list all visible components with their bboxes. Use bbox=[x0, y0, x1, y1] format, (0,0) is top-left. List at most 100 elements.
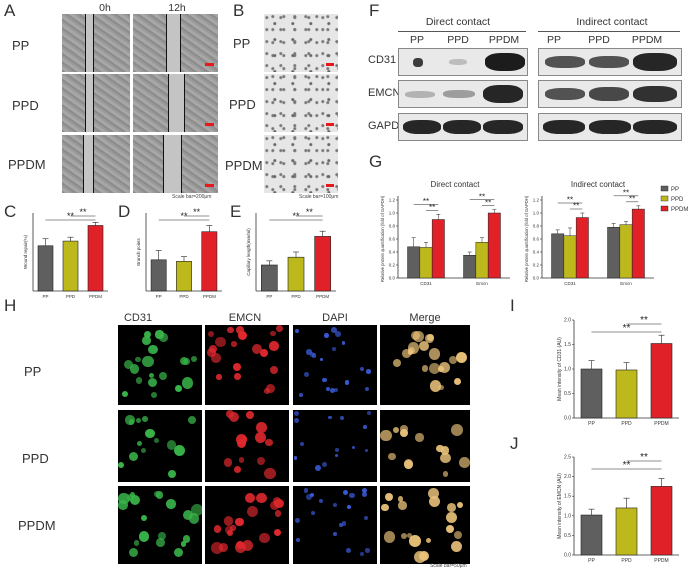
j-xtick-label: PPDM bbox=[654, 558, 668, 564]
g2-ytick-label: 1.2 bbox=[533, 198, 540, 203]
j-ytick-label: 0.5 bbox=[564, 533, 571, 539]
a-row-ppd: PPD bbox=[12, 98, 39, 113]
c-xtick-label: PPD bbox=[66, 294, 76, 299]
h-tile-ppdm-dapi bbox=[293, 486, 377, 564]
g2-xtick-label: CD31 bbox=[564, 281, 576, 286]
j-sig-label: ** bbox=[623, 460, 631, 471]
e-xtick-label: PPDM bbox=[316, 294, 329, 299]
b-image-ppd bbox=[264, 74, 338, 132]
j-ytick-label: 1.0 bbox=[564, 513, 571, 519]
panel-label-g: G bbox=[369, 152, 383, 171]
i-ytick-label: 2.0 bbox=[564, 318, 571, 324]
a-image-pp-12h bbox=[133, 14, 218, 72]
a-col-12h: 12h bbox=[168, 2, 186, 14]
b-image-ppdm bbox=[264, 135, 338, 193]
j-bar-ppdm bbox=[650, 486, 673, 556]
h-tile-pp-dapi bbox=[293, 325, 377, 405]
i-xtick-label: PP bbox=[588, 421, 595, 427]
g-legend-label-ppdm: PPDM bbox=[671, 207, 688, 213]
d-bar-ppd bbox=[176, 261, 192, 292]
g2-bar-emcn-ppdm bbox=[631, 208, 645, 279]
g2-ytick-label: 0.4 bbox=[533, 250, 540, 255]
h-tile-ppd-cd31 bbox=[118, 410, 202, 482]
panel-label-b: B bbox=[233, 1, 245, 20]
h-col-dapi: DAPI bbox=[322, 312, 348, 324]
g1-bar-emcn-ppd bbox=[475, 242, 489, 279]
h-tile-ppd-dapi bbox=[293, 410, 377, 482]
b-image-pp bbox=[264, 14, 338, 72]
f-blot-indirect-gapdh bbox=[538, 113, 682, 141]
panel-label-f: F bbox=[369, 1, 380, 20]
g1-ylabel: Relative protein quantification (fold of… bbox=[380, 195, 385, 282]
f-direct-title: Direct contact bbox=[425, 16, 491, 28]
panel-label-c: C bbox=[4, 202, 17, 221]
a-image-ppd-12h bbox=[133, 74, 218, 132]
g1-sig-label: ** bbox=[485, 198, 491, 207]
e-bar-ppd bbox=[287, 256, 305, 292]
d-ylabel: Branch points bbox=[136, 237, 141, 265]
j-bar-pp bbox=[580, 514, 603, 556]
g2-bar-emcn-pp bbox=[607, 227, 621, 279]
f-indirect-rule bbox=[538, 31, 680, 32]
f-indirect-title: Indirect contact bbox=[576, 16, 648, 28]
h-tile-ppdm-merge bbox=[380, 486, 470, 564]
e-ylabel: Capillary length(mm/ml) bbox=[246, 228, 251, 276]
g1-bar-cd31-ppd bbox=[419, 247, 433, 279]
g1-ytick-label: 1.2 bbox=[389, 198, 396, 203]
h-tile-pp-emcn bbox=[205, 325, 289, 405]
a-image-ppdm-0h bbox=[62, 135, 130, 193]
g1-bar-emcn-ppdm bbox=[487, 212, 501, 279]
a-image-ppd-0h bbox=[62, 74, 130, 132]
h-row-pp: PP bbox=[24, 364, 42, 379]
f-blot-direct-gapdh bbox=[398, 113, 528, 141]
g1-title: Direct contact bbox=[431, 180, 481, 189]
f-row-emcn: EMCN bbox=[368, 87, 401, 99]
g2-ytick-label: 0.0 bbox=[533, 276, 540, 281]
h-col-merge: Merge bbox=[409, 312, 441, 324]
j-ylabel: Mean intensity of EMCN (AU) bbox=[557, 473, 563, 539]
h-scale-text: Scale bar=50μm bbox=[430, 563, 467, 569]
h-row-ppd: PPD bbox=[22, 451, 49, 466]
j-ytick-label: 2.5 bbox=[564, 455, 571, 461]
g1-xtick-label: CD31 bbox=[420, 281, 432, 286]
i-xtick-label: PPD bbox=[621, 421, 632, 427]
a-scale-text: Scale bar=200μm bbox=[172, 194, 212, 200]
i-bar-ppdm bbox=[650, 343, 673, 419]
j-ytick-label: 0.0 bbox=[564, 553, 571, 559]
g-legend-label-ppd: PPD bbox=[671, 197, 684, 203]
e-sig-label: ** bbox=[306, 207, 314, 217]
g1-sig-label: ** bbox=[429, 203, 435, 212]
i-ytick-label: 1.5 bbox=[564, 342, 571, 348]
c-ylabel: Wound repair(%) bbox=[23, 235, 28, 269]
j-xtick-label: PPD bbox=[621, 558, 632, 564]
i-bar-ppd bbox=[615, 369, 638, 419]
j-sig-label: ** bbox=[640, 452, 648, 463]
j-xtick-label: PP bbox=[588, 558, 595, 564]
g2-sig-label: ** bbox=[623, 188, 629, 197]
e-bar-pp bbox=[261, 264, 278, 292]
j-ytick-label: 2.0 bbox=[564, 474, 571, 480]
c-bar-ppd bbox=[62, 240, 79, 292]
d-bar-ppdm bbox=[201, 231, 218, 292]
h-col-cd31: CD31 bbox=[123, 312, 153, 324]
i-ylabel: Mean intensity of CD31 (AU) bbox=[557, 337, 563, 401]
g2-ylabel: Relative protein quantification (fold of… bbox=[524, 195, 529, 282]
a-row-ppdm: PPDM bbox=[8, 157, 46, 172]
g2-xtick-label: Emcn bbox=[620, 281, 632, 286]
b-row-ppd: PPD bbox=[229, 97, 256, 112]
g1-xtick-label: Emcn bbox=[476, 281, 488, 286]
h-tile-pp-cd31 bbox=[118, 325, 202, 405]
g-legend-swatch-ppd bbox=[660, 195, 669, 202]
g2-title: Indirect contact bbox=[571, 180, 626, 189]
g-legend-label-pp: PP bbox=[671, 187, 679, 193]
d-sig-label: ** bbox=[193, 207, 201, 217]
g2-bar-cd31-ppdm bbox=[575, 217, 589, 279]
i-bar-pp bbox=[580, 368, 603, 419]
h-tile-ppd-merge bbox=[380, 410, 470, 482]
d-xtick-label: PPD bbox=[179, 294, 189, 299]
g1-sig-label: ** bbox=[423, 197, 429, 206]
c-bar-ppdm bbox=[87, 225, 104, 292]
h-tile-ppdm-cd31 bbox=[118, 486, 202, 564]
g2-bar-cd31-pp bbox=[551, 233, 565, 279]
